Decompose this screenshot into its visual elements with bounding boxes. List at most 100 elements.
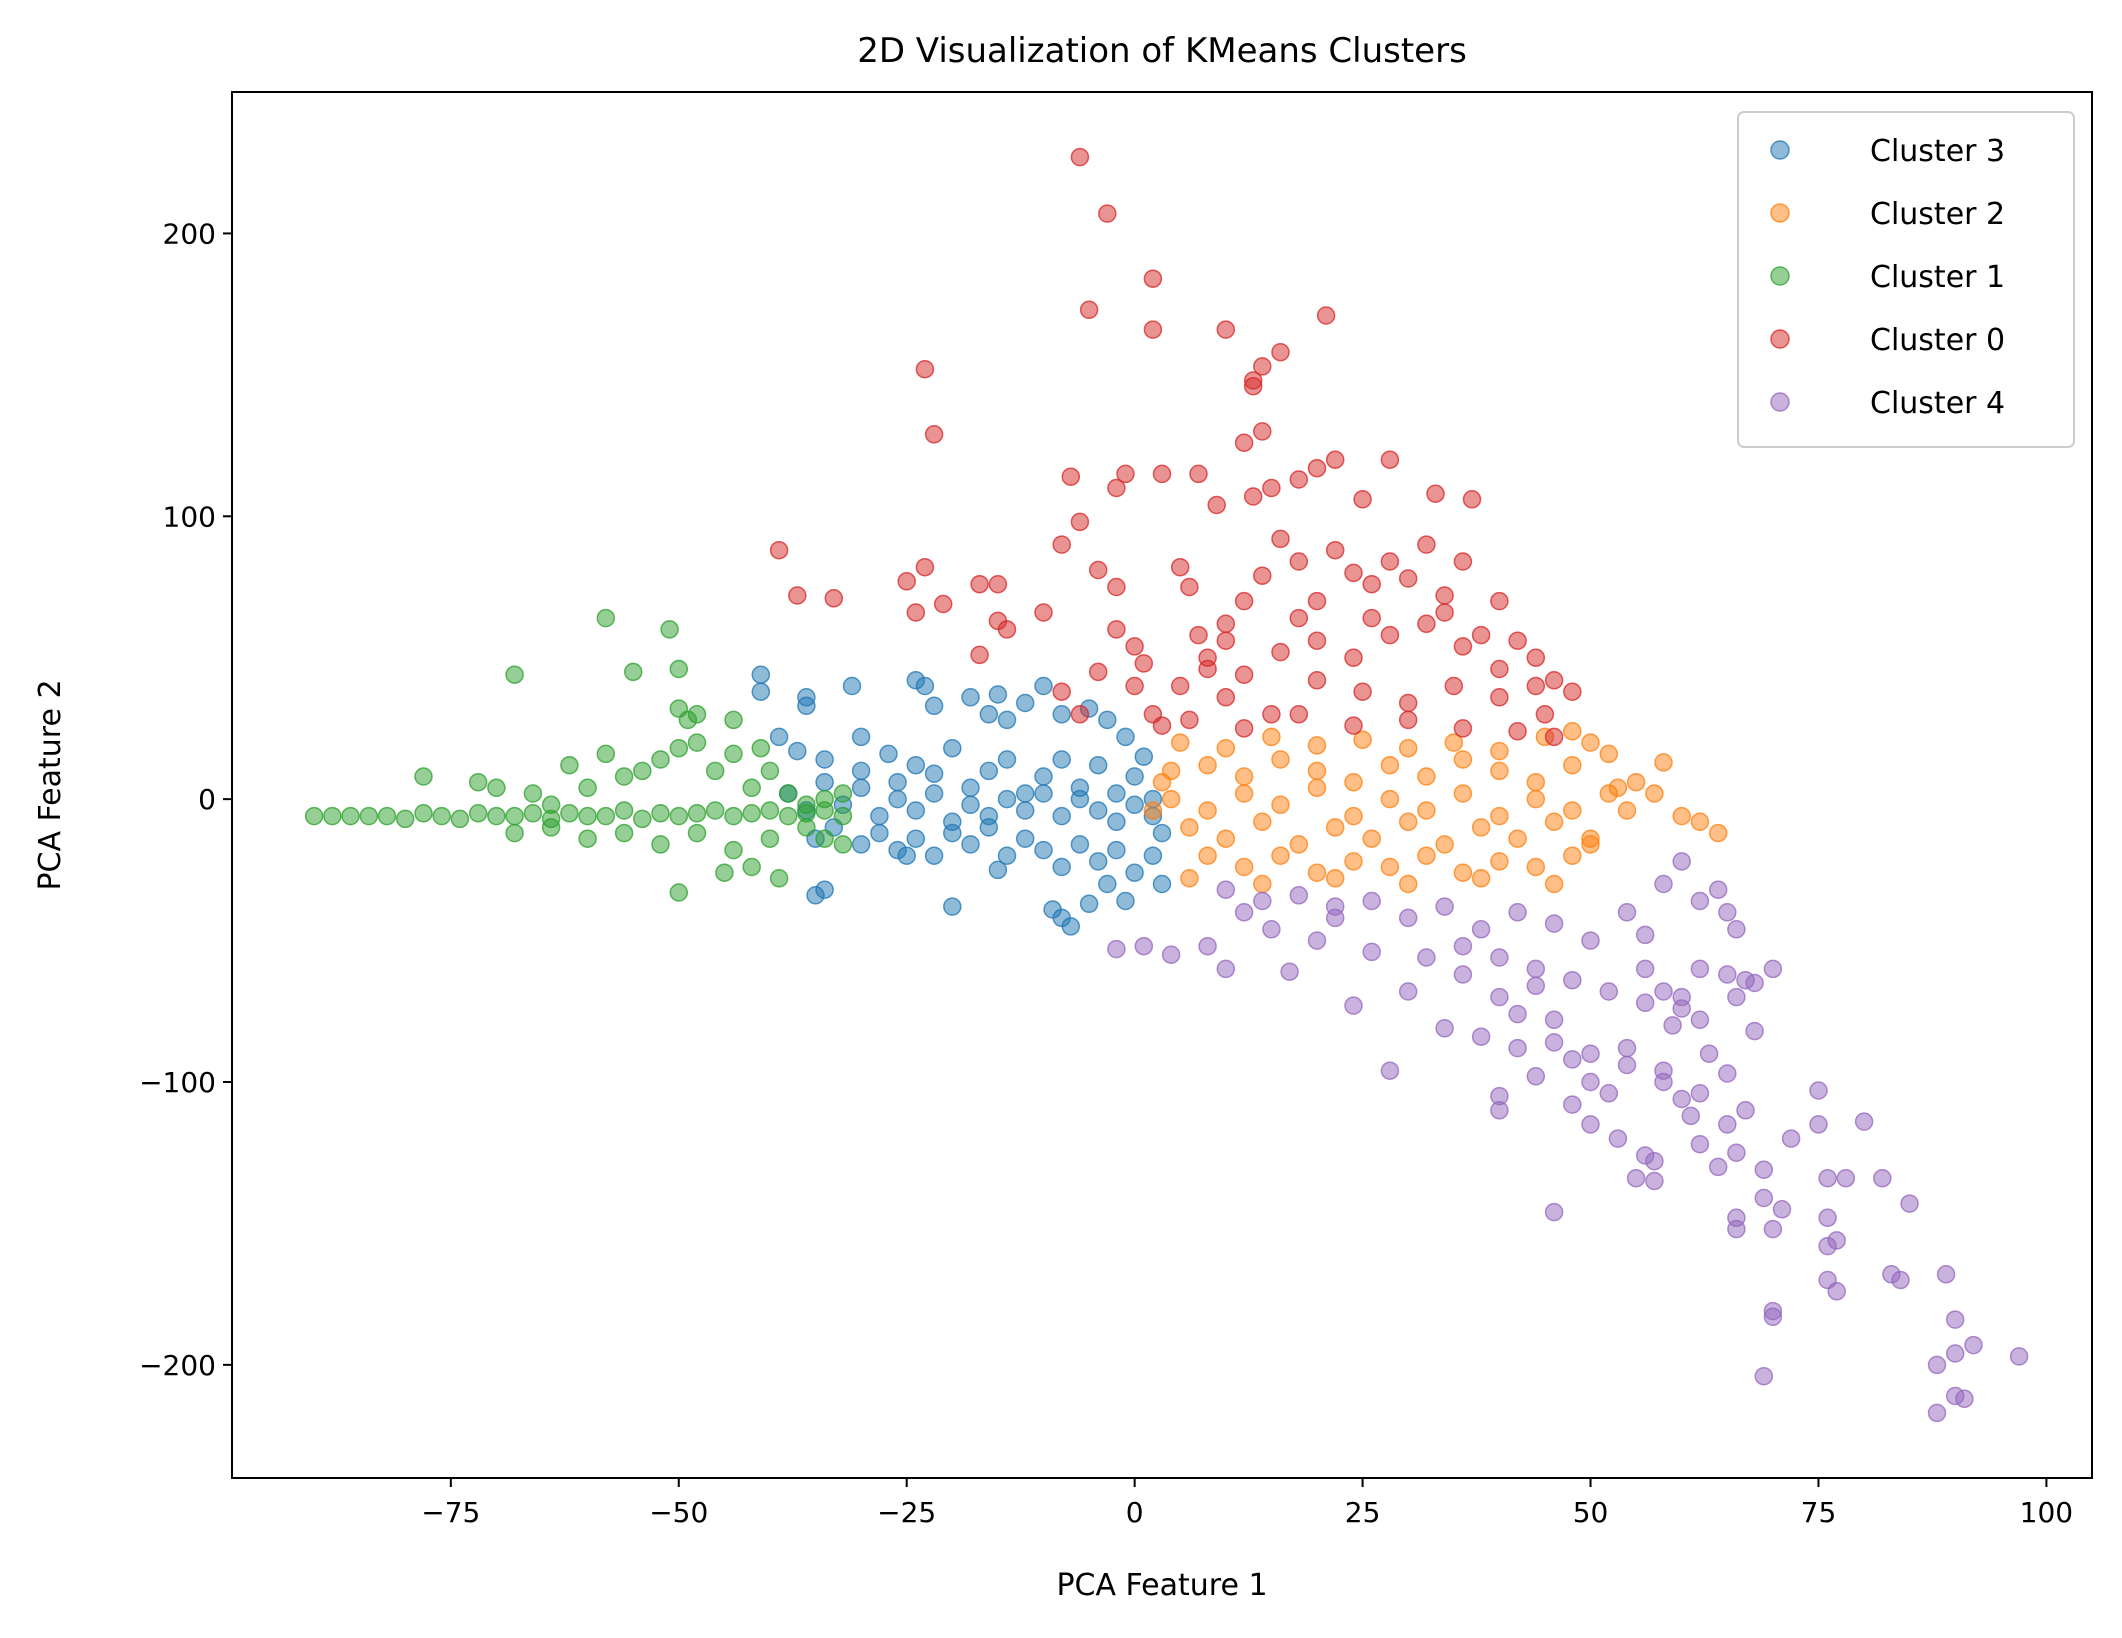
data-point bbox=[1116, 727, 1135, 747]
series-cluster-0 bbox=[769, 147, 1582, 747]
data-point bbox=[414, 767, 433, 786]
data-point bbox=[1307, 761, 1327, 781]
data-point bbox=[1809, 1115, 1828, 1134]
data-point bbox=[1052, 750, 1071, 769]
data-point bbox=[1061, 467, 1081, 486]
x-tick-label: −25 bbox=[877, 1496, 936, 1529]
data-point bbox=[1070, 147, 1090, 167]
data-point bbox=[651, 804, 670, 823]
data-point bbox=[1234, 591, 1254, 611]
legend-label: Cluster 1 bbox=[1870, 260, 2005, 295]
data-point bbox=[979, 818, 999, 837]
data-point bbox=[1626, 1168, 1646, 1188]
data-point bbox=[1380, 1061, 1400, 1080]
data-point bbox=[1508, 722, 1527, 741]
data-point bbox=[1581, 1072, 1600, 1092]
data-point bbox=[997, 620, 1017, 639]
data-point bbox=[1134, 936, 1154, 956]
data-point bbox=[961, 688, 980, 707]
data-point bbox=[1088, 852, 1108, 871]
data-point bbox=[1170, 733, 1190, 752]
data-point bbox=[1362, 891, 1381, 911]
data-point bbox=[1581, 733, 1600, 752]
data-point bbox=[1152, 772, 1172, 792]
data-point bbox=[1581, 931, 1600, 950]
data-point bbox=[1809, 1081, 1828, 1100]
data-point bbox=[1362, 574, 1381, 594]
data-point bbox=[1216, 829, 1236, 848]
data-point bbox=[1088, 662, 1108, 682]
data-point bbox=[1198, 755, 1217, 775]
legend-marker bbox=[1770, 203, 1790, 223]
data-point bbox=[1718, 965, 1737, 984]
data-point bbox=[924, 846, 944, 865]
data-point bbox=[1325, 818, 1345, 837]
data-point bbox=[751, 665, 771, 684]
data-point bbox=[1325, 540, 1345, 560]
data-point bbox=[1262, 478, 1281, 498]
data-point bbox=[1435, 586, 1454, 605]
data-point bbox=[1718, 1115, 1737, 1134]
data-point bbox=[1061, 917, 1081, 936]
legend-marker bbox=[1770, 266, 1790, 286]
data-point bbox=[560, 755, 579, 775]
data-point bbox=[1271, 529, 1290, 549]
data-point bbox=[1380, 857, 1400, 877]
data-point bbox=[1581, 1044, 1600, 1063]
y-axis-label: PCA Feature 2 bbox=[33, 679, 68, 890]
data-point bbox=[1535, 705, 1555, 724]
data-point bbox=[769, 540, 789, 560]
data-point bbox=[1599, 744, 1619, 764]
data-point bbox=[1836, 1168, 1856, 1188]
data-point bbox=[1107, 784, 1126, 803]
data-point bbox=[915, 676, 935, 696]
x-tick-label: 75 bbox=[1801, 1496, 1837, 1529]
data-point bbox=[1034, 676, 1053, 696]
data-point bbox=[578, 829, 597, 848]
data-point bbox=[1508, 829, 1527, 848]
data-point bbox=[614, 823, 634, 843]
data-point bbox=[1526, 959, 1546, 979]
data-point bbox=[1271, 342, 1290, 362]
data-point bbox=[1544, 1202, 1564, 1222]
data-point bbox=[523, 804, 543, 823]
data-point bbox=[1398, 738, 1418, 758]
data-point bbox=[1253, 357, 1272, 376]
x-tick-label: 25 bbox=[1345, 1496, 1381, 1529]
data-point bbox=[742, 857, 761, 877]
data-point bbox=[1088, 560, 1108, 580]
data-point bbox=[1708, 823, 1728, 843]
data-point bbox=[1453, 719, 1473, 738]
data-point bbox=[1380, 625, 1400, 645]
data-point bbox=[769, 727, 789, 747]
data-point bbox=[578, 806, 597, 826]
data-point bbox=[1015, 801, 1035, 820]
data-point bbox=[833, 835, 853, 854]
data-point bbox=[1398, 569, 1418, 588]
data-point bbox=[824, 589, 844, 608]
data-point bbox=[1927, 1403, 1947, 1423]
data-point bbox=[1125, 795, 1144, 815]
data-point bbox=[1234, 784, 1254, 803]
data-point bbox=[1289, 705, 1309, 724]
data-point bbox=[1453, 965, 1473, 984]
data-point bbox=[1563, 1050, 1582, 1069]
data-point bbox=[1253, 812, 1272, 832]
data-point bbox=[1745, 973, 1764, 993]
data-point bbox=[1754, 1160, 1774, 1179]
data-point bbox=[1034, 784, 1053, 803]
data-point bbox=[414, 804, 433, 823]
data-point bbox=[1079, 894, 1099, 914]
data-point bbox=[1645, 1171, 1664, 1191]
data-point bbox=[1216, 614, 1236, 634]
data-point bbox=[1034, 840, 1053, 860]
data-point bbox=[1015, 784, 1035, 803]
data-point bbox=[851, 778, 871, 798]
data-point bbox=[833, 784, 853, 803]
data-point bbox=[1453, 936, 1473, 956]
data-point bbox=[1417, 535, 1436, 554]
data-point bbox=[1398, 908, 1418, 928]
data-point bbox=[669, 738, 689, 758]
data-point bbox=[1444, 733, 1464, 752]
data-point bbox=[888, 789, 907, 809]
